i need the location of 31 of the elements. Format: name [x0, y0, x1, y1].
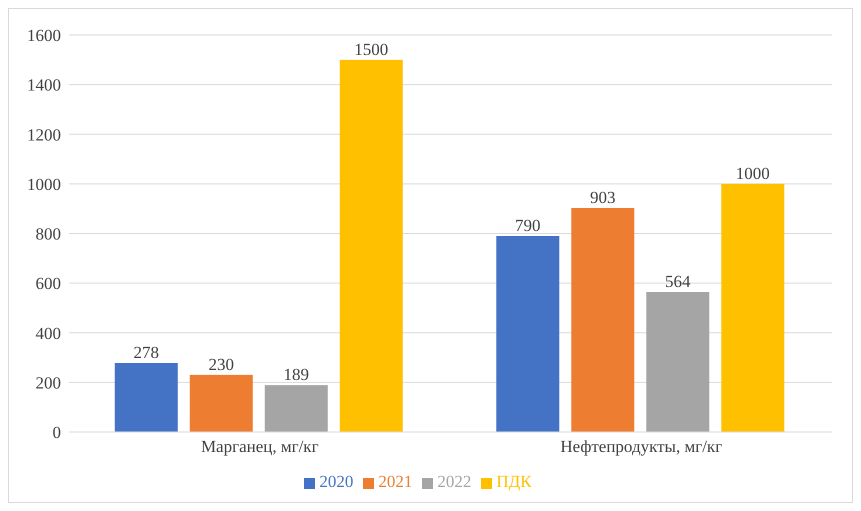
y-tick-label: 400: [36, 324, 61, 343]
y-tick-label: 1200: [27, 125, 61, 144]
bar: [571, 208, 634, 432]
y-tick-label: 200: [36, 373, 61, 392]
data-label: 230: [208, 354, 234, 374]
legend-label: 2020: [319, 472, 354, 491]
data-label: 1000: [736, 164, 770, 183]
y-tick-label: 1000: [27, 174, 61, 194]
data-label: 564: [665, 272, 692, 292]
legend-label: 2021: [378, 472, 412, 491]
bar: [264, 385, 328, 432]
legend-label: 2022: [437, 472, 472, 491]
bar: [114, 363, 178, 432]
bar: [496, 236, 560, 432]
data-label: 790: [515, 216, 541, 235]
data-label: 903: [590, 188, 616, 207]
bar: [190, 374, 253, 432]
y-tick-label: 0: [52, 423, 61, 442]
x-tick-label: Марганец, мг/кг: [200, 437, 319, 456]
y-tick-label: 800: [36, 224, 61, 244]
data-label: 278: [134, 343, 160, 362]
y-tick-label: 600: [36, 274, 61, 294]
bar: [721, 184, 784, 432]
y-tick-label: 1400: [27, 76, 61, 95]
data-label: 189: [284, 365, 310, 384]
bar: [646, 292, 710, 432]
x-tick-label: Нефтепродукты, мг/кг: [560, 437, 722, 456]
y-tick-label: 1600: [27, 26, 61, 46]
data-label: 1500: [354, 40, 388, 59]
legend-label: ПДК: [496, 472, 532, 491]
bar: [340, 60, 403, 432]
